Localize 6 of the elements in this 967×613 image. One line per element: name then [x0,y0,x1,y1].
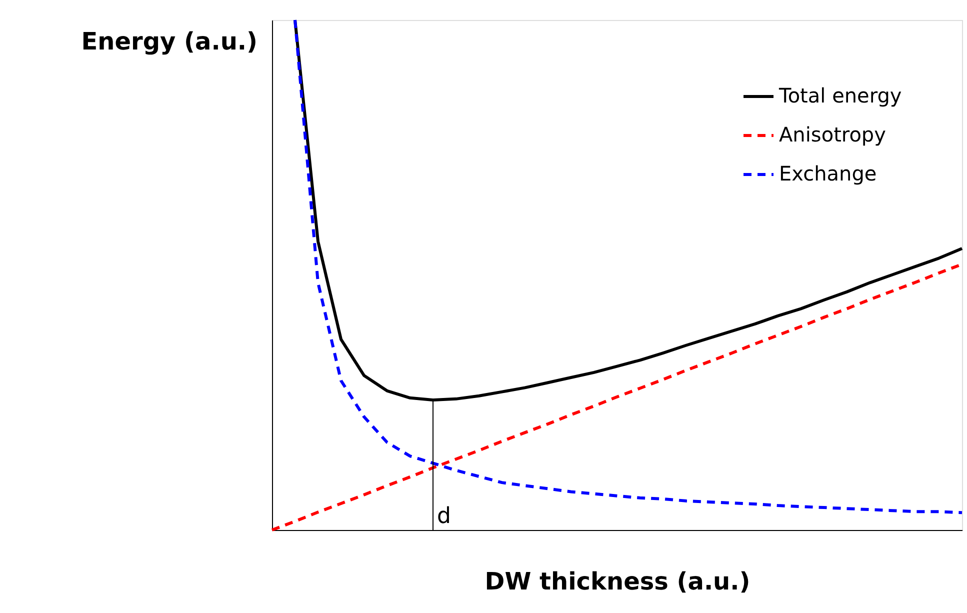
y-axis-title: Energy (a.u.) [81,28,258,56]
legend-label: Anisotropy [779,122,886,146]
legend-label: Exchange [779,162,877,186]
legend-label: Total energy [778,84,902,108]
annotation: d [437,504,451,529]
x-axis-title: DW thickness (a.u.) [484,568,750,596]
